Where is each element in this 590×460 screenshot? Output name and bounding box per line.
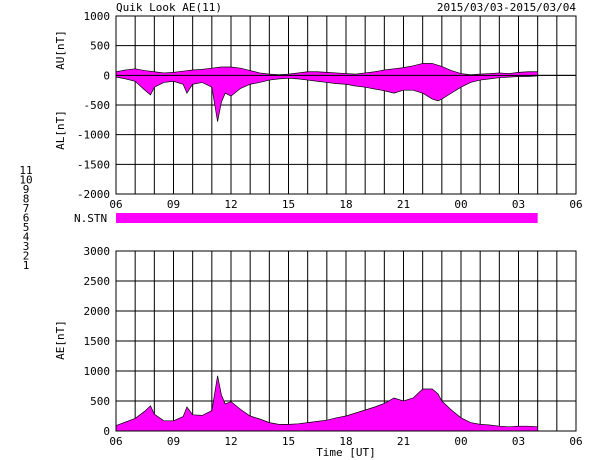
y-tick-label: 0 [103,425,110,438]
legend-entry: 7 [23,202,30,215]
legend-entry: 3 [23,240,30,253]
n-stn-label: N.STN [74,212,107,225]
x-tick-label: 12 [224,198,237,211]
series-au-area [115,63,539,76]
x-tick-label: 15 [282,435,295,448]
x-axis-label: Time [UT] [316,446,376,459]
legend-entry: 6 [23,212,30,225]
y-tick-label: 1000 [84,365,111,378]
legend-entry: 10 [19,174,32,187]
y-tick-label: 3000 [84,245,111,258]
y-axis-label: AL[nT] [54,110,67,150]
y-tick-label: 2500 [84,275,111,288]
x-tick-label: 00 [454,435,467,448]
legend-entry: 1 [23,259,30,272]
x-tick-label: 06 [569,435,582,448]
x-tick-label: 21 [397,198,410,211]
y-tick-label: 500 [90,395,110,408]
y-tick-label: -2000 [77,188,110,201]
x-tick-label: 03 [512,198,525,211]
y-tick-label: -1000 [77,129,110,142]
y-tick-label: -500 [84,99,111,112]
x-tick-label: 03 [512,435,525,448]
x-tick-label: 21 [397,435,410,448]
y-tick-label: -1500 [77,158,110,171]
series-al-area [115,74,539,122]
y-tick-label: 2000 [84,305,111,318]
legend-entry: 9 [23,183,30,196]
station-count-panel: N.STN [74,212,538,225]
legend-entry: 4 [23,231,30,244]
legend-entry: 2 [23,250,30,263]
x-tick-label: 18 [339,435,352,448]
date-range: 2015/03/03-2015/03/04 [437,1,576,14]
x-tick-label: 06 [569,198,582,211]
y-tick-label: 0 [103,69,110,82]
chart-title: Quik Look AE(11) [116,1,222,14]
legend-entry: 11 [19,164,32,177]
x-tick-label: 00 [454,198,467,211]
station-count-bar [116,213,538,223]
x-tick-label: 15 [282,198,295,211]
x-tick-label: 06 [109,435,122,448]
y-tick-label: 1500 [84,335,111,348]
y-axis-label: AU[nT] [54,30,67,70]
plot-frame [115,15,577,195]
x-tick-label: 09 [167,435,180,448]
y-tick-label: 1000 [84,10,111,23]
y-tick-label: 500 [90,40,110,53]
plot-frame [115,250,577,432]
legend-entry: 8 [23,193,30,206]
y-axis-label: AE[nT] [54,320,67,360]
x-tick-label: 18 [339,198,352,211]
series-ae-area [115,375,539,432]
x-tick-label: 12 [224,435,237,448]
x-tick-label: 09 [167,198,180,211]
x-tick-label: 06 [109,198,122,211]
legend-entry: 5 [23,221,30,234]
